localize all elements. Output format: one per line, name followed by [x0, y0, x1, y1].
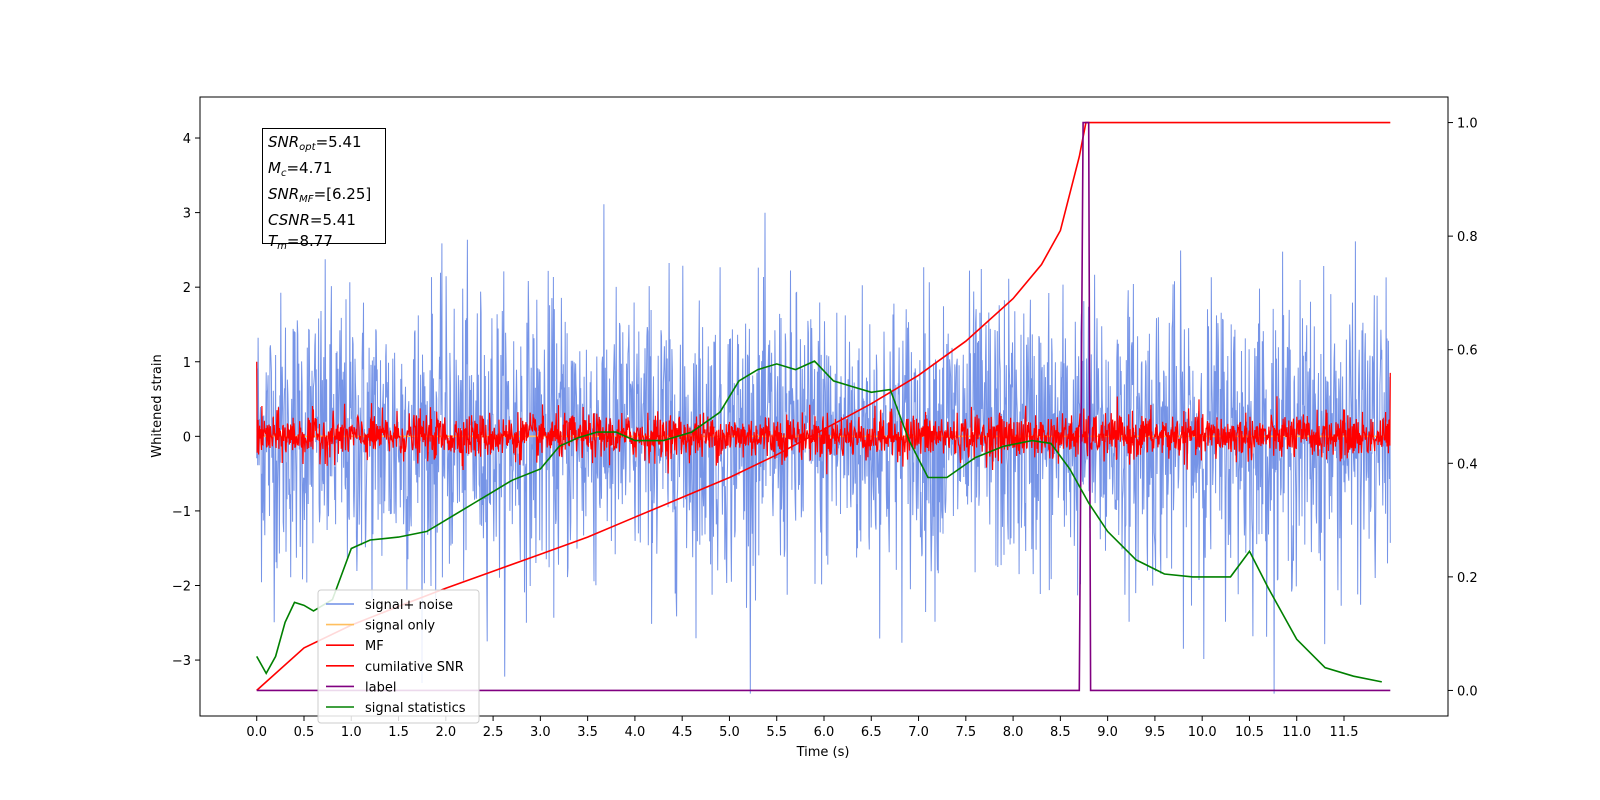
x-tick-label: 8.5	[1050, 725, 1071, 740]
y-axis-label: Whitened strain	[150, 354, 165, 457]
stats-annotation-box: SNRopt=5.41 Mc=4.71 SNRMF=[6.25] CSNR=5.…	[262, 128, 386, 252]
legend-label: signal+ noise	[365, 598, 453, 613]
x-tick-label: 1.0	[341, 725, 362, 740]
y-tick-label: 0	[183, 430, 191, 445]
y-axis-left: 4 3 2 1 0 −1 −2 −3	[172, 132, 200, 669]
y-tick-label: −3	[172, 654, 191, 669]
y-tick-label: 1	[183, 356, 191, 371]
y-tick-label: 3	[183, 207, 191, 222]
x-tick-label: 11.5	[1330, 725, 1359, 740]
x-tick-label: 7.5	[955, 725, 976, 740]
legend-label: signal only	[365, 619, 435, 634]
series-mf	[256, 361, 1391, 475]
x-tick-label: 2.0	[435, 725, 456, 740]
x-tick-label: 10.5	[1235, 725, 1264, 740]
x-tick-label: 3.5	[577, 725, 598, 740]
legend-label: MF	[365, 639, 384, 654]
x-tick-label: 0.5	[294, 725, 315, 740]
mc-line: Mc=4.71	[268, 159, 333, 179]
snr-opt-value: 5.41	[328, 133, 362, 151]
series-signal-noise	[256, 204, 1391, 694]
legend-label: cumilative SNR	[365, 660, 464, 675]
y-tick-label: 4	[183, 132, 191, 147]
series-label	[256, 121, 1391, 692]
tm-value: 8.77	[299, 232, 333, 250]
y2-tick-label: 1.0	[1457, 117, 1478, 132]
x-tick-label: 9.0	[1097, 725, 1118, 740]
y2-tick-label: 0.8	[1457, 230, 1478, 245]
y2-tick-label: 0.4	[1457, 457, 1478, 472]
legend-label: label	[365, 680, 396, 695]
x-tick-label: 5.5	[766, 725, 787, 740]
x-tick-label: 2.5	[483, 725, 504, 740]
mc-value: 4.71	[299, 159, 333, 177]
legend-label: signal statistics	[365, 701, 466, 716]
x-tick-label: 8.0	[1003, 725, 1024, 740]
y2-tick-label: 0.6	[1457, 344, 1478, 359]
x-axis: 0.0 0.5 1.0 1.5 2.0 2.5 3.0 3.5 4.0 4.5 5.0 5.5 6.0 6…	[246, 716, 1358, 740]
x-tick-label: 7.0	[908, 725, 929, 740]
y2-tick-label: 0.2	[1457, 571, 1478, 586]
legend: signal+ noise signal only MF cumilative SNR…	[317, 589, 480, 724]
y-tick-label: −2	[172, 579, 191, 594]
x-tick-label: 4.0	[625, 725, 646, 740]
x-tick-label: 6.5	[861, 725, 882, 740]
y2-tick-label: 0.0	[1457, 684, 1478, 699]
y-tick-label: 2	[183, 281, 191, 296]
series-signal-statistics	[256, 360, 1382, 683]
x-tick-label: 9.5	[1145, 725, 1166, 740]
x-tick-label: 6.0	[814, 725, 835, 740]
legend-frame	[317, 589, 480, 724]
y-axis-right: 1.0 0.8 0.6 0.4 0.2 0.0	[1448, 117, 1478, 699]
x-tick-label: 4.5	[672, 725, 693, 740]
snr-mf-line: SNRMF=[6.25]	[268, 185, 372, 205]
snr-opt-line: SNRopt=5.41	[268, 133, 362, 153]
csnr-value: 5.41	[322, 211, 356, 229]
x-tick-label: 10.0	[1188, 725, 1217, 740]
x-tick-label: 1.5	[388, 725, 409, 740]
series-layer	[256, 121, 1391, 694]
y-tick-label: −1	[172, 505, 191, 520]
x-tick-label: 5.0	[719, 725, 740, 740]
csnr-line: CSNR=5.41	[268, 211, 356, 229]
x-axis-label: Time (s)	[796, 745, 850, 760]
x-tick-label: 3.0	[530, 725, 551, 740]
tm-line: Tm=8.77	[268, 232, 333, 252]
x-tick-label: 11.0	[1282, 725, 1311, 740]
snr-mf-value: [6.25]	[326, 185, 372, 203]
x-tick-label: 0.0	[246, 725, 267, 740]
